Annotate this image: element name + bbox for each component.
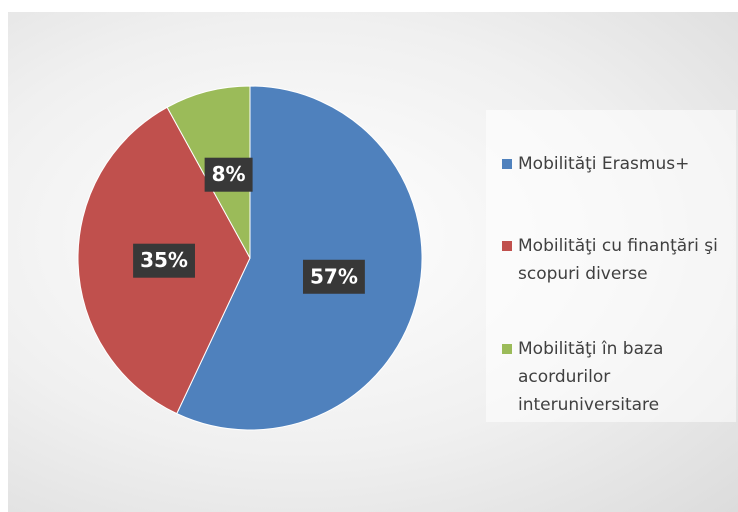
legend-label: Mobilităţi cu finanţări şi scopuri diver… xyxy=(518,236,718,284)
legend-swatch xyxy=(502,159,512,169)
data-label-box xyxy=(302,259,365,294)
legend-swatch xyxy=(502,241,512,251)
legend-item: Mobilităţi cu finanţări şi scopuri diver… xyxy=(500,232,732,288)
plot: 57% 35% 8% xyxy=(77,85,423,431)
legend-label: Mobilităţi în baza acordurilor interuniv… xyxy=(518,339,664,415)
pie-slice xyxy=(176,85,423,431)
data-label: 8% xyxy=(204,157,253,192)
legend-label: Mobilităţi Erasmus+ xyxy=(518,154,690,174)
legend-item: Mobilităţi Erasmus+ xyxy=(500,150,732,178)
data-label-text: 57% xyxy=(310,264,358,288)
legend-swatch xyxy=(502,344,512,354)
data-label-text: 35% xyxy=(140,248,188,272)
legend: Mobilităţi Erasmus+ Mobilităţi cu finanţă… xyxy=(486,110,736,422)
data-label-box xyxy=(204,157,253,192)
data-label-box xyxy=(133,243,195,278)
data-label: 57% xyxy=(302,259,365,294)
legend-item: Mobilităţi în baza acordurilor interuniv… xyxy=(500,335,732,419)
data-label-text: 8% xyxy=(212,162,246,186)
data-label: 35% xyxy=(133,243,195,278)
